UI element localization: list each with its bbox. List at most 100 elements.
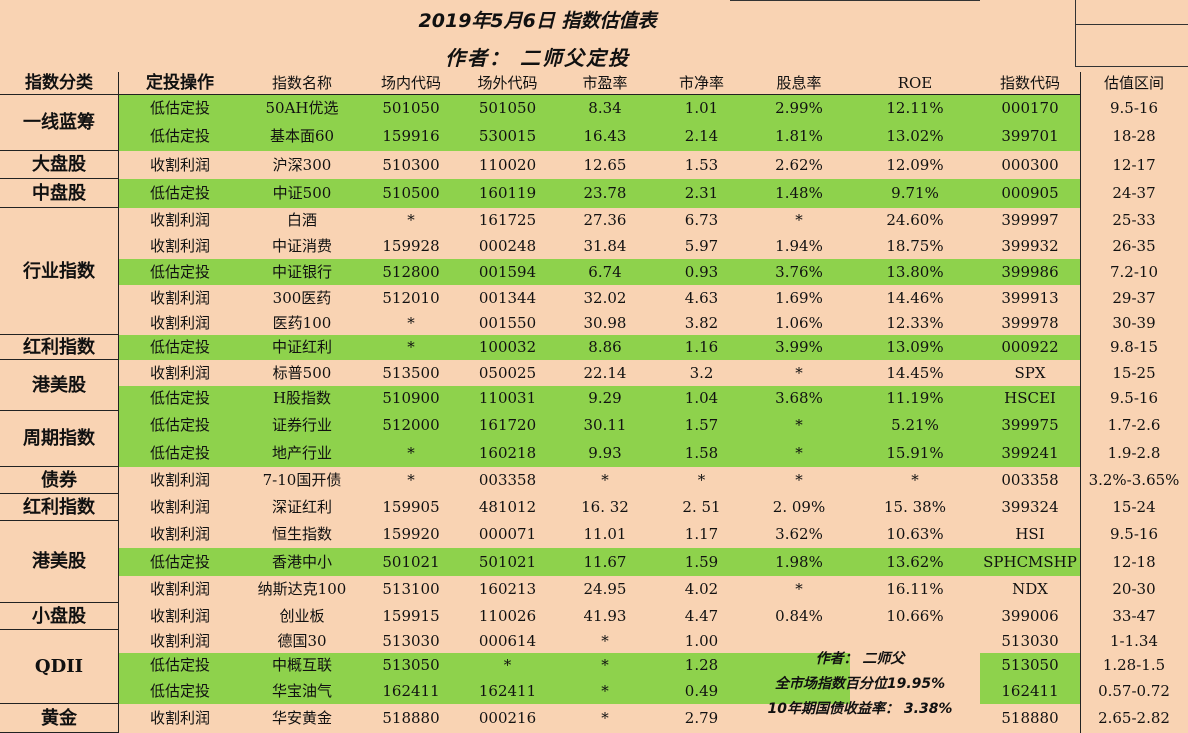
category-separator	[0, 602, 118, 603]
cell-index-code: 399006	[1001, 607, 1059, 625]
highlight-row-21	[118, 653, 850, 678]
cell-op: 低估定投	[149, 416, 210, 434]
cell-out-code: 110026	[478, 607, 537, 625]
cell-roe: 16.11%	[886, 580, 944, 598]
cell-div: 2.99%	[775, 99, 823, 117]
cell-pb: 3.2	[689, 364, 714, 382]
cell-range: 15-24	[1112, 498, 1156, 516]
header-9: 指数代码	[999, 74, 1060, 92]
header-7: 股息率	[776, 74, 822, 92]
cell-index-code: NDX	[1012, 580, 1048, 598]
cell-pe: 11.67	[583, 553, 627, 571]
cell-out-code: 481012	[478, 498, 537, 516]
highlight-row-17	[118, 548, 1080, 576]
header-underline	[0, 94, 1080, 95]
cell-range: 3.2%-3.65%	[1088, 471, 1180, 489]
highlight-row-13	[118, 439, 1080, 467]
cell-div: 2. 09%	[772, 498, 826, 516]
cell-pb: 4.47	[684, 607, 719, 625]
category-separator	[0, 629, 118, 630]
cell-roe: 10.63%	[886, 525, 944, 543]
cell-out-code: 110020	[478, 156, 537, 174]
cell-op: 低估定投	[149, 553, 210, 571]
cell-index-code: SPHCMSHP	[983, 553, 1077, 571]
cell-pe: 41.93	[583, 607, 627, 625]
cell-name: 医药100	[272, 314, 332, 332]
cell-name: H股指数	[272, 389, 332, 407]
cell-range: 2.65-2.82	[1098, 709, 1170, 727]
cell-out-code: 501050	[478, 99, 537, 117]
cell-pb: 2.79	[684, 709, 719, 727]
cell-range: 30-39	[1112, 314, 1156, 332]
header-1: 定投操作	[146, 73, 214, 93]
category-separator	[0, 493, 118, 494]
cell-op: 收割利润	[149, 709, 210, 727]
cell-pe: *	[601, 682, 609, 700]
cell-roe: 18.75%	[886, 237, 944, 255]
cell-pe: 27.36	[583, 211, 627, 229]
cell-op: 收割利润	[149, 314, 210, 332]
cell-range: 7.2-10	[1109, 263, 1158, 281]
category-separator	[0, 703, 118, 704]
cell-pe: 9.93	[588, 444, 622, 462]
cell-range: 9.5-16	[1109, 389, 1158, 407]
cell-in-code: 510900	[382, 389, 440, 407]
cell-op: 收割利润	[149, 364, 210, 382]
cell-op: 收割利润	[149, 156, 210, 174]
cell-div: *	[795, 580, 803, 598]
cell-div: *	[795, 364, 803, 382]
cell-div: 1.94%	[775, 237, 823, 255]
cell-name: 标普500	[272, 364, 332, 382]
cell-pb: 1.59	[684, 553, 719, 571]
cell-in-code: 159915	[382, 607, 440, 625]
cell-index-code: 513030	[1001, 632, 1059, 650]
cell-op: 收割利润	[149, 580, 210, 598]
cell-index-code: SPX	[1014, 364, 1046, 382]
cell-index-code: 000170	[1001, 99, 1059, 117]
cell-op: 低估定投	[149, 682, 210, 700]
cell-pb: 1.01	[684, 99, 719, 117]
cell-op: 收割利润	[149, 498, 210, 516]
cell-in-code: 159916	[382, 127, 440, 145]
cell-op: 收割利润	[149, 237, 210, 255]
cell-in-code: 501050	[382, 99, 440, 117]
note-bond-yield: 10年期国债收益率： 3.38%	[767, 701, 953, 717]
cell-out-code: *	[503, 656, 512, 674]
category-label: 红利指数	[23, 337, 95, 358]
cell-roe: 15.91%	[886, 444, 944, 462]
cell-in-code: 501021	[382, 553, 440, 571]
cell-pe: 16. 32	[581, 498, 629, 516]
cell-index-code: 399932	[1001, 237, 1059, 255]
cell-roe: 12.11%	[886, 99, 944, 117]
category-label: 港美股	[32, 375, 86, 396]
header-6: 市净率	[678, 74, 724, 92]
cell-pe: 9.29	[588, 389, 622, 407]
cell-name: 德国30	[277, 632, 327, 650]
cell-div: 1.69%	[775, 289, 823, 307]
highlight-row-22	[118, 678, 850, 704]
cell-in-code: *	[407, 471, 415, 489]
cell-index-code: 399975	[1001, 416, 1059, 434]
category-label: 行业指数	[23, 261, 95, 282]
cell-pe: 16.43	[583, 127, 627, 145]
highlight-row-1	[118, 122, 1080, 151]
cell-in-code: *	[407, 338, 415, 356]
header-0: 指数分类	[25, 73, 93, 93]
cell-index-code: 162411	[1001, 682, 1059, 700]
cell-in-code: 513030	[382, 632, 440, 650]
cell-in-code: *	[407, 314, 415, 332]
cell-out-code: 501021	[478, 553, 537, 571]
cell-roe: 24.60%	[886, 211, 944, 229]
header-8: ROE	[897, 74, 933, 92]
cell-pb: 4.02	[684, 580, 719, 598]
category-label: 红利指数	[23, 497, 95, 518]
cell-op: 收割利润	[149, 289, 210, 307]
cell-range: 1-1.34	[1109, 632, 1158, 650]
cell-index-code: 399986	[1001, 263, 1059, 281]
highlight-row-12	[118, 411, 1080, 439]
cell-name: 地产行业	[271, 444, 332, 462]
category-separator	[0, 520, 118, 521]
cell-pe: 12.65	[583, 156, 627, 174]
category-separator	[0, 178, 118, 179]
corner-box-bottom	[1075, 24, 1188, 67]
